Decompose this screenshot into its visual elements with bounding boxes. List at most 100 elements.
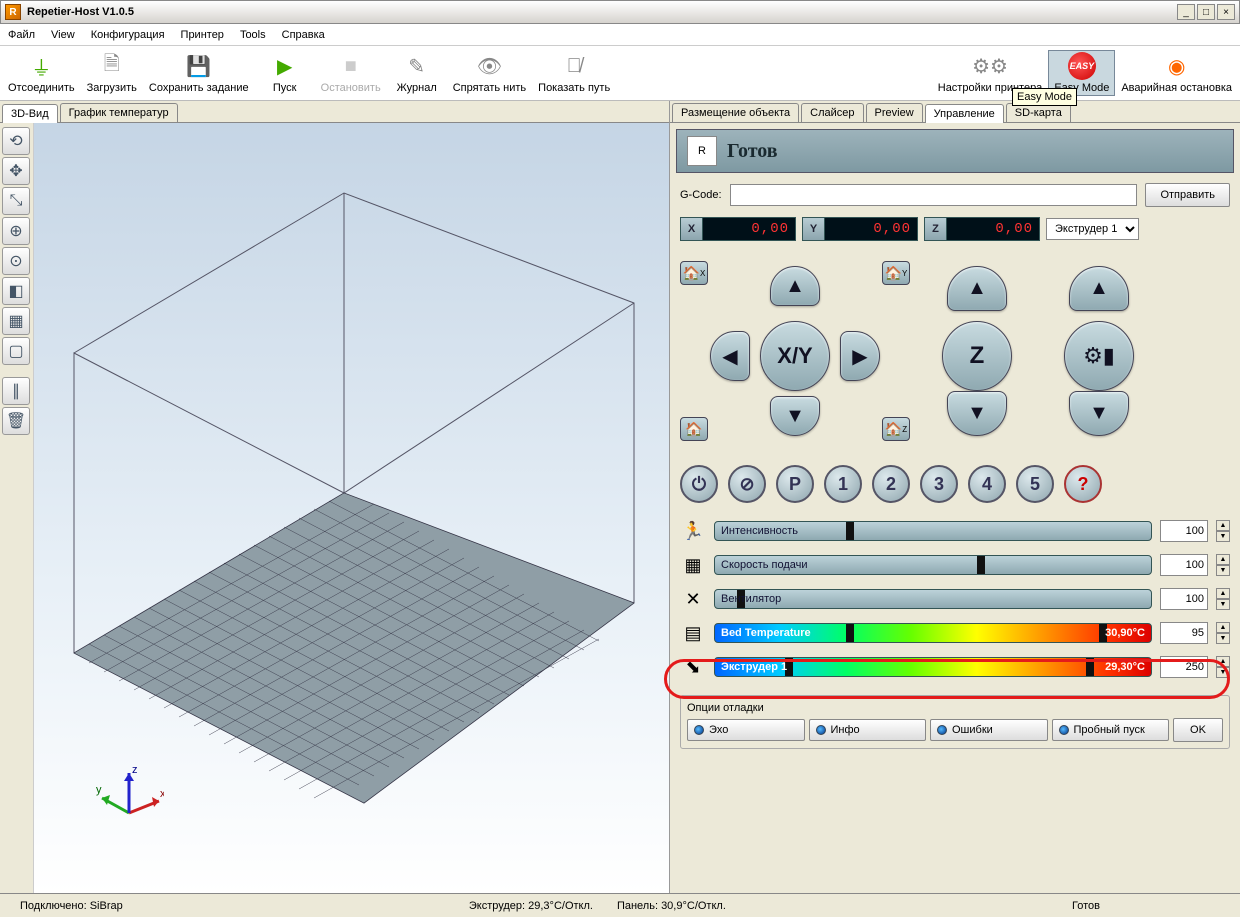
3d-viewport[interactable]: xyz (34, 123, 669, 893)
x-minus-button[interactable]: ◀ (710, 331, 750, 381)
help-button[interactable]: ? (1064, 465, 1102, 503)
home-z-button[interactable]: 🏠Z (882, 417, 910, 441)
iso-view-button[interactable]: ◧ (2, 277, 30, 305)
disconnect-button[interactable]: ⏚Отсоединить (2, 50, 81, 96)
coord-y: Y0,00 (802, 217, 918, 241)
speed-value[interactable] (1160, 520, 1208, 542)
feed-icon: ▦ (680, 555, 706, 576)
axis-gizmo-icon: xyz (94, 763, 164, 833)
fan-slider[interactable]: Вентилятор (714, 589, 1152, 609)
main-toolbar: ⏚Отсоединить 🗎Загрузить 💾Сохранить задан… (0, 46, 1240, 101)
tab-temp-graph[interactable]: График температур (60, 103, 178, 122)
x-plus-button[interactable]: ▶ (840, 331, 880, 381)
z-center-button[interactable]: Z (942, 321, 1012, 391)
extruder-temp-slider[interactable]: Экструдер 129,30°C (714, 657, 1152, 677)
minimize-button[interactable]: _ (1177, 4, 1195, 20)
feed-value[interactable] (1160, 554, 1208, 576)
feed-slider-row: ▦ Скорость подачи ▲▼ (680, 551, 1230, 579)
power-button[interactable]: ⏻ (680, 465, 718, 503)
reset-view-button[interactable]: ⟲ (2, 127, 30, 155)
tab-object-placement[interactable]: Размещение объекта (672, 103, 799, 122)
menu-help[interactable]: Справка (282, 29, 325, 41)
preset-2-button[interactable]: 2 (872, 465, 910, 503)
top-view-button[interactable]: ▢ (2, 337, 30, 365)
gcode-label: G-Code: (680, 189, 722, 201)
retract-button[interactable]: ▼ (1069, 391, 1129, 436)
preset-4-button[interactable]: 4 (968, 465, 1006, 503)
extruder-temp-value[interactable] (1160, 656, 1208, 678)
delete-button[interactable]: 🗑 (2, 407, 30, 435)
bed-temp-value[interactable] (1160, 622, 1208, 644)
svg-text:y: y (96, 784, 102, 796)
load-button[interactable]: 🗎Загрузить (81, 50, 143, 96)
front-view-button[interactable]: ▦ (2, 307, 30, 335)
menu-config[interactable]: Конфигурация (91, 29, 165, 41)
move-view-button[interactable]: ✥ (2, 157, 30, 185)
feed-slider[interactable]: Скорость подачи (714, 555, 1152, 575)
parallel-button[interactable]: ∥ (2, 377, 30, 405)
motors-off-button[interactable]: ⊘ (728, 465, 766, 503)
fan-icon: ✕ (680, 589, 706, 610)
log-button[interactable]: ✎Журнал (387, 50, 447, 96)
tab-3d-view[interactable]: 3D-Вид (2, 104, 58, 123)
extruder-select[interactable]: Экструдер 1 (1046, 218, 1139, 240)
close-button[interactable]: × (1217, 4, 1235, 20)
tab-preview[interactable]: Preview (866, 103, 923, 122)
fan-value[interactable] (1160, 588, 1208, 610)
menu-file[interactable]: Файл (8, 29, 35, 41)
xy-center-button[interactable]: X/Y (760, 321, 830, 391)
debug-dryrun[interactable]: Пробный пуск (1052, 719, 1170, 741)
window-title: Repetier-Host V1.0.5 (27, 6, 134, 18)
fit-view-button[interactable]: ⊙ (2, 247, 30, 275)
z-plus-button[interactable]: ▲ (947, 266, 1007, 311)
left-tabs: 3D-Вид График температур (0, 101, 669, 123)
maximize-button[interactable]: □ (1197, 4, 1215, 20)
speed-slider[interactable]: Интенсивность (714, 521, 1152, 541)
send-gcode-button[interactable]: Отправить (1145, 183, 1230, 207)
left-panel: 3D-Вид График температур ⟲ ✥ ⤡ ⊕ ⊙ ◧ ▦ ▢… (0, 101, 670, 893)
bed-temp-row: ▤ Bed Temperature30,90°C ▲▼ (680, 619, 1230, 647)
debug-info[interactable]: Инфо (809, 719, 927, 741)
menu-tools[interactable]: Tools (240, 29, 266, 41)
debug-echo[interactable]: Эхо (687, 719, 805, 741)
menu-view[interactable]: View (51, 29, 75, 41)
home-all-button[interactable]: 🏠 (680, 417, 708, 441)
extruder-center-button[interactable]: ⚙▮ (1064, 321, 1134, 391)
y-plus-button[interactable]: ▲ (770, 266, 820, 306)
zoom-in-button[interactable]: ⊕ (2, 217, 30, 245)
right-panel: Размещение объекта Слайсер Preview Управ… (670, 101, 1240, 893)
speed-icon: 🏃 (680, 521, 706, 542)
emergency-stop-button[interactable]: ◉Аварийная остановка (1115, 50, 1238, 96)
hide-filament-button[interactable]: 👁Спрятать нить (447, 50, 532, 96)
menu-printer[interactable]: Принтер (181, 29, 224, 41)
show-path-button[interactable]: 👁̸Показать путь (532, 50, 616, 96)
save-job-button[interactable]: 💾Сохранить задание (143, 50, 255, 96)
park-button[interactable]: P (776, 465, 814, 503)
start-button[interactable]: ▶Пуск (255, 50, 315, 96)
status-connected: Подключено: SiBrap (8, 900, 135, 912)
status-icon: R (687, 136, 717, 166)
debug-errors[interactable]: Ошибки (930, 719, 1048, 741)
status-bar: Подключено: SiBrap Экструдер: 29,3°C/Отк… (0, 893, 1240, 917)
y-minus-button[interactable]: ▼ (770, 396, 820, 436)
preset-row: ⏻ ⊘ P 1 2 3 4 5 ? (680, 465, 1230, 503)
debug-ok-button[interactable]: OK (1173, 718, 1223, 742)
app-logo-icon: R (5, 4, 21, 20)
extrude-button[interactable]: ▲ (1069, 266, 1129, 311)
bed-temp-slider[interactable]: Bed Temperature30,90°C (714, 623, 1152, 643)
debug-title: Опции отладки (687, 702, 1223, 714)
status-title: Готов (727, 140, 778, 163)
home-x-button[interactable]: 🏠X (680, 261, 708, 285)
home-y-button[interactable]: 🏠Y (882, 261, 910, 285)
svg-text:z: z (132, 764, 138, 776)
preset-5-button[interactable]: 5 (1016, 465, 1054, 503)
z-minus-button[interactable]: ▼ (947, 391, 1007, 436)
preset-1-button[interactable]: 1 (824, 465, 862, 503)
tab-slicer[interactable]: Слайсер (801, 103, 863, 122)
easy-mode-tooltip: Easy Mode (1012, 88, 1077, 106)
gcode-input[interactable] (730, 184, 1138, 206)
extruder-temp-row: ⬊ Экструдер 129,30°C ▲▼ (680, 653, 1230, 681)
pan-view-button[interactable]: ⤡ (2, 187, 30, 215)
tab-control[interactable]: Управление (925, 104, 1004, 123)
preset-3-button[interactable]: 3 (920, 465, 958, 503)
